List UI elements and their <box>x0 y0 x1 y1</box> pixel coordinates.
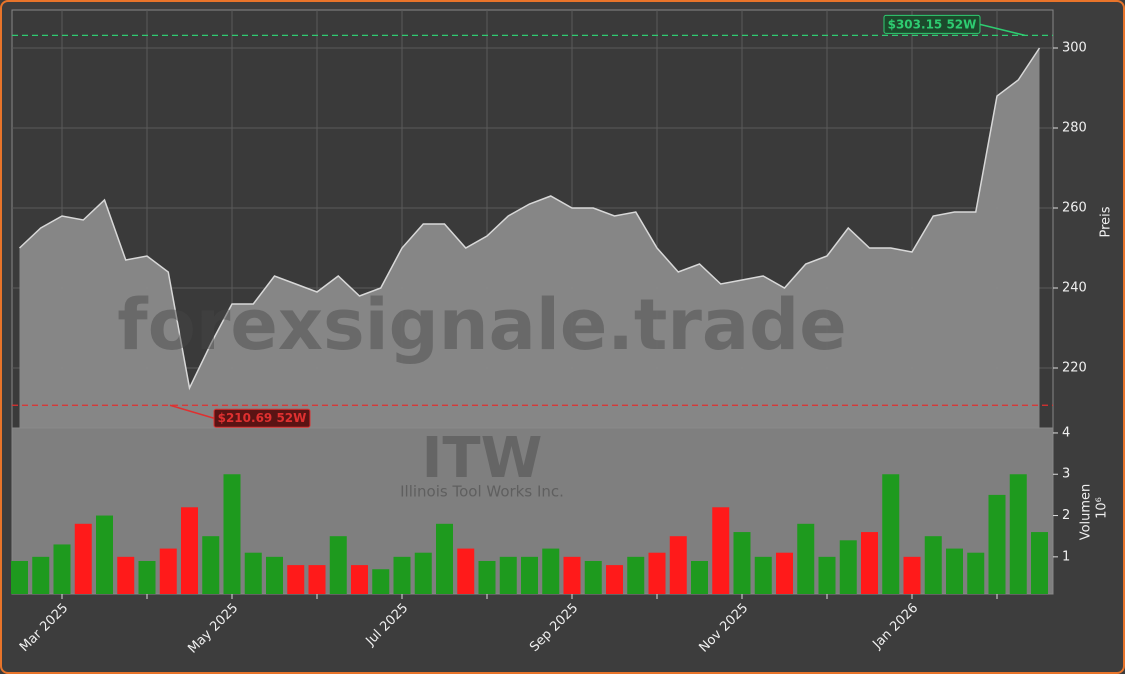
volume-bar <box>351 565 368 594</box>
x-tick-label: May 2025 <box>185 601 241 657</box>
volume-bar <box>393 556 411 594</box>
volume-bar <box>563 556 581 594</box>
y-tick-label: 4 <box>1062 425 1070 440</box>
volume-bar <box>648 552 666 594</box>
volume-bar <box>584 560 602 594</box>
y-tick-label: 280 <box>1062 121 1087 136</box>
volume-bar <box>797 523 815 594</box>
volume-bar <box>74 523 92 594</box>
watermark-company: Illinois Tool Works Inc. <box>400 483 564 501</box>
volume-bar <box>903 556 921 594</box>
price-area <box>19 48 1040 428</box>
volume-bar <box>414 552 432 594</box>
annotation-label: $303.15 52W <box>888 17 977 31</box>
volume-bar <box>521 556 538 594</box>
volume-bar <box>839 540 857 594</box>
y-tick-label: 1 <box>1062 549 1070 564</box>
volume-bar <box>882 474 900 594</box>
volume-bar <box>776 552 793 594</box>
watermark-symbol: ITW <box>422 426 543 491</box>
y-tick-label: 240 <box>1062 281 1087 296</box>
volume-bar <box>202 536 220 594</box>
volume-bar <box>308 565 326 594</box>
volume-bar <box>32 556 50 594</box>
volume-bar <box>436 523 453 594</box>
annotation-label: $210.69 52W <box>218 411 307 425</box>
volume-bar <box>329 536 347 594</box>
volume-bar <box>117 556 135 594</box>
y-tick-label: 260 <box>1062 201 1087 216</box>
y-tick-label: 2 <box>1062 508 1070 523</box>
volume-bar <box>988 494 1006 594</box>
volume-bar <box>244 552 262 594</box>
annotation-arrow <box>169 404 215 419</box>
volume-bar <box>372 569 390 594</box>
watermark: forexsignale.trade <box>117 284 846 366</box>
volume-bar <box>733 532 751 594</box>
volume-bar <box>53 544 71 594</box>
volume-bar <box>223 474 241 594</box>
x-tick-label: Jan 2026 <box>869 601 921 653</box>
annotation-box <box>883 14 981 34</box>
volume-bar <box>181 507 198 594</box>
volume-bar <box>96 515 113 594</box>
volume-bar <box>924 536 942 594</box>
x-tick-label: Nov 2025 <box>696 601 751 656</box>
volume-scale-label: 10⁶ <box>1095 497 1110 519</box>
x-tick-label: Mar 2025 <box>17 601 71 655</box>
volume-bar <box>606 565 623 594</box>
y-tick-label: 300 <box>1062 41 1087 56</box>
volume-bar <box>669 536 687 594</box>
annotation-arrow <box>979 23 1026 37</box>
annotation-box <box>213 408 311 428</box>
volume-bar <box>159 548 177 594</box>
volume-bar <box>478 560 496 594</box>
volume-bar <box>818 556 836 594</box>
volume-bar <box>287 565 305 594</box>
volume-bar <box>967 552 985 594</box>
volume-bar <box>946 548 963 594</box>
y-tick-label: 220 <box>1062 361 1087 376</box>
volume-axis-label: Volumen <box>1079 484 1094 541</box>
volume-bar <box>457 548 475 594</box>
volume-bar <box>691 560 708 594</box>
price-axis-label: Preis <box>1099 206 1114 237</box>
volume-bar <box>861 532 878 594</box>
volume-bar <box>627 556 645 594</box>
x-tick-label: Jul 2025 <box>363 601 412 650</box>
price-line <box>18 47 1041 391</box>
x-tick-label: Sep 2025 <box>527 601 581 655</box>
y-tick-label: 3 <box>1062 467 1070 482</box>
volume-bar <box>754 556 772 594</box>
volume-bar <box>138 560 156 594</box>
volume-bar <box>542 548 560 594</box>
volume-bar <box>1009 474 1027 594</box>
volume-bar <box>266 556 283 594</box>
volume-bar <box>1031 532 1048 594</box>
volume-bar <box>712 507 730 594</box>
volume-bar <box>11 560 28 594</box>
volume-bar <box>499 556 517 594</box>
